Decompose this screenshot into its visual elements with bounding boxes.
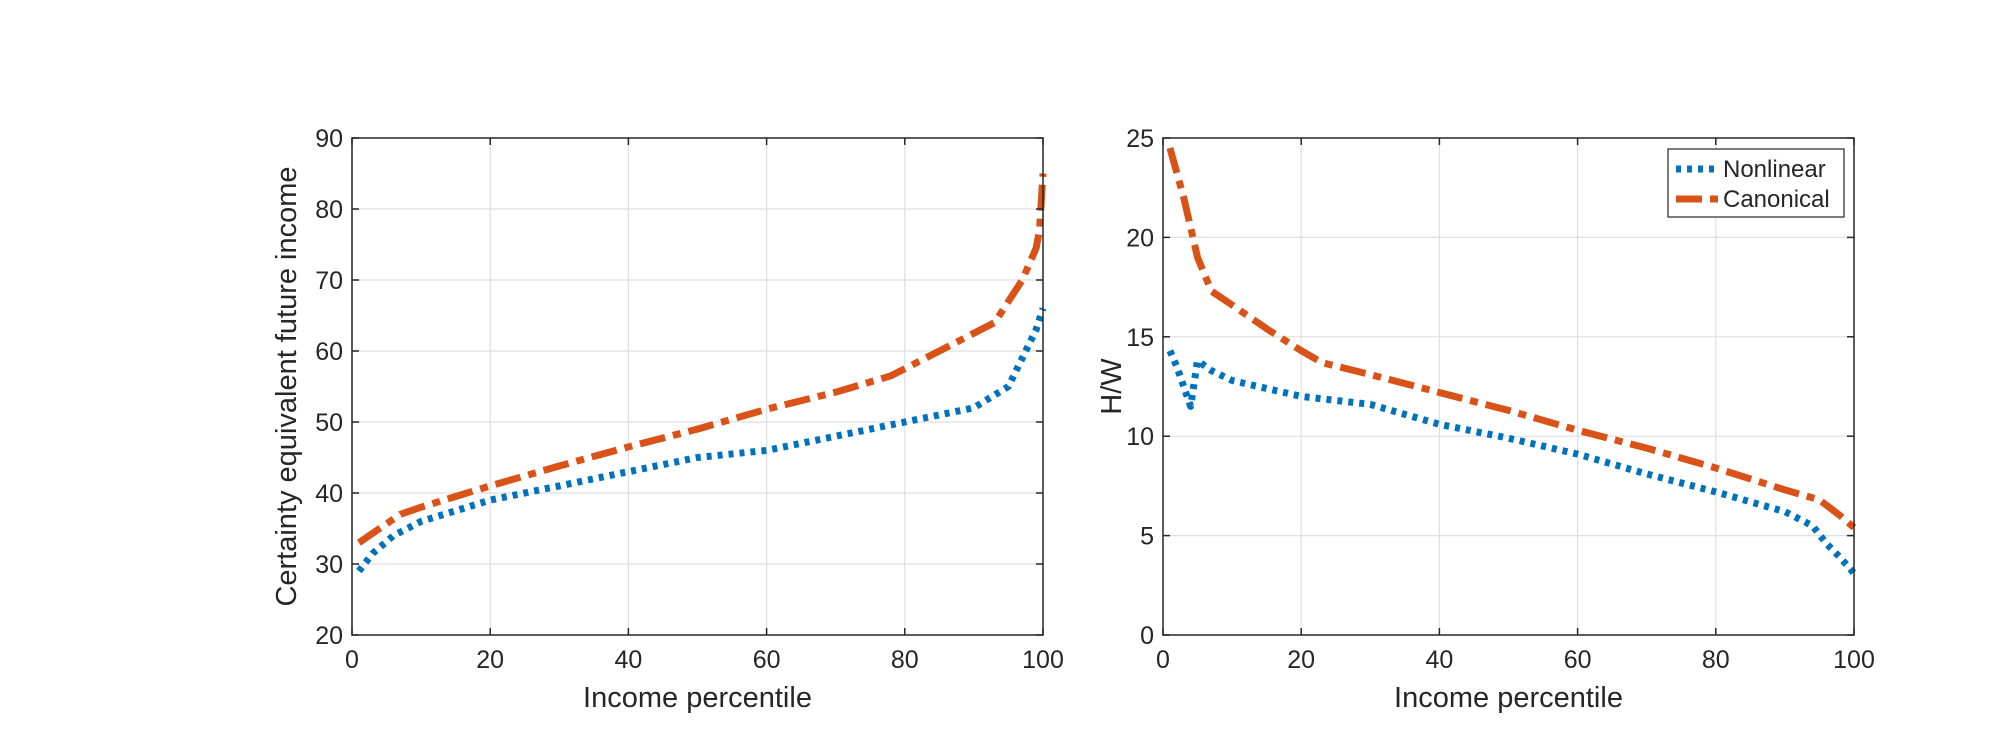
- right-series-canonical: [1166, 146, 1857, 531]
- left-series-group: [356, 173, 1047, 574]
- right-y-tick-label: 25: [1126, 125, 1154, 153]
- left-axes-box: [351, 137, 1044, 636]
- right-x-tick-label: 80: [1702, 646, 1730, 674]
- right-y-axis-title: H/W: [1096, 358, 1128, 415]
- left-x-tick-label: 0: [345, 646, 359, 674]
- right-y-tick-label: 0: [1140, 622, 1154, 650]
- right-chart-panel: 0 20 40 60 80 100 0 5 10 15 20 25 Income percentile…: [1096, 125, 1875, 714]
- left-series-nonlinear: [356, 307, 1047, 574]
- right-x-tick-label: 100: [1833, 646, 1875, 674]
- left-y-tick-label: 90: [315, 125, 343, 153]
- right-y-tick-label: 5: [1140, 523, 1154, 551]
- left-y-tick-label: 50: [315, 409, 343, 437]
- legend-box: [1667, 148, 1845, 218]
- right-tick-marks: [1162, 137, 1855, 636]
- right-axes-frame: [1162, 137, 1855, 636]
- left-tick-marks: [351, 137, 1044, 636]
- left-y-tick-label: 20: [315, 622, 343, 650]
- right-grid: [1163, 138, 1854, 635]
- left-plot-area: [352, 138, 1043, 635]
- right-x-tick-label: 60: [1564, 646, 1592, 674]
- legend-label-nonlinear: Nonlinear: [1723, 156, 1826, 183]
- right-tick-labels: 0 20 40 60 80 100 0 5 10 15 20 25: [1126, 125, 1875, 674]
- right-y-tick-label: 15: [1126, 324, 1154, 352]
- left-y-tick-label: 30: [315, 551, 343, 579]
- left-x-tick-label: 100: [1022, 646, 1064, 674]
- left-y-axis-title: Certainty equivalent future income: [271, 166, 303, 606]
- left-y-tick-label: 70: [315, 267, 343, 295]
- right-y-tick-label: 10: [1126, 423, 1154, 451]
- left-y-tick-label: 40: [315, 480, 343, 508]
- left-x-tick-label: 40: [614, 646, 642, 674]
- right-x-tick-label: 40: [1425, 646, 1453, 674]
- legend-label-canonical: Canonical: [1723, 186, 1830, 213]
- left-series-canonical: [356, 173, 1047, 546]
- left-x-tick-label: 80: [891, 646, 919, 674]
- right-y-tick-label: 20: [1126, 224, 1154, 252]
- left-axes-frame: [351, 137, 1044, 636]
- right-x-tick-label: 20: [1287, 646, 1315, 674]
- left-grid: [352, 138, 1043, 635]
- right-series-group: [1166, 146, 1857, 576]
- left-y-tick-label: 60: [315, 338, 343, 366]
- right-x-tick-label: 0: [1156, 646, 1170, 674]
- left-x-tick-label: 20: [476, 646, 504, 674]
- left-x-tick-label: 60: [753, 646, 781, 674]
- right-axes-box: [1162, 137, 1855, 636]
- right-plot-area: [1163, 138, 1854, 635]
- left-y-tick-label: 80: [315, 196, 343, 224]
- right-legend: Nonlinear Canonical: [1667, 148, 1845, 218]
- right-x-axis-title: Income percentile: [1394, 682, 1623, 714]
- left-x-axis-title: Income percentile: [583, 682, 812, 714]
